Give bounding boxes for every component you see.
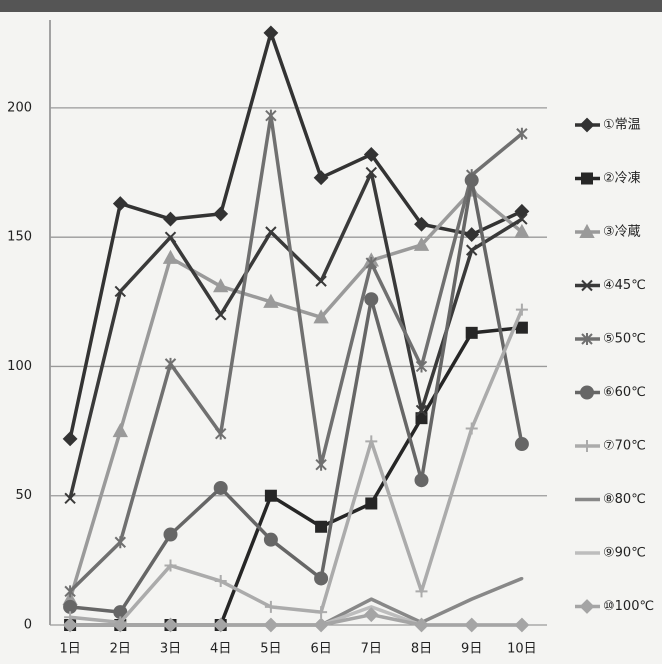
legend-label: ⑥60℃ xyxy=(603,385,646,400)
legend-label: ⑩100℃ xyxy=(603,599,654,614)
marker xyxy=(520,577,523,580)
marker xyxy=(315,572,327,584)
legend-marker xyxy=(582,174,592,184)
marker xyxy=(467,328,477,338)
legend-label: ⑦70℃ xyxy=(603,439,646,454)
marker xyxy=(466,174,478,186)
x-tick-label: 7日 xyxy=(361,642,382,657)
y-tick-label: 0 xyxy=(24,618,32,633)
x-tick-label: 6日 xyxy=(310,642,331,657)
photo-edge xyxy=(0,0,662,12)
legend-label: ⑧80℃ xyxy=(603,492,646,507)
x-tick-label: 10日 xyxy=(507,642,537,657)
marker xyxy=(265,534,277,546)
marker xyxy=(516,438,528,450)
legend-marker xyxy=(581,387,593,399)
marker xyxy=(266,491,276,501)
marker xyxy=(365,293,377,305)
legend-label: ⑤50℃ xyxy=(603,332,646,347)
x-tick-label: 3日 xyxy=(160,642,181,657)
x-tick-label: 1日 xyxy=(59,642,80,657)
marker xyxy=(416,474,428,486)
marker xyxy=(470,598,473,601)
marker xyxy=(165,529,177,541)
x-tick-label: 4日 xyxy=(210,642,231,657)
legend-label: ③冷蔵 xyxy=(603,225,641,240)
y-tick-label: 50 xyxy=(15,488,32,503)
legend-label: ⑨90℃ xyxy=(603,546,646,561)
legend-label: ①常温 xyxy=(603,118,641,133)
x-tick-label: 5日 xyxy=(260,642,281,657)
legend-label: ②冷凍 xyxy=(603,170,641,186)
marker xyxy=(366,498,376,508)
marker xyxy=(316,522,326,532)
marker xyxy=(370,598,373,601)
x-tick-label: 2日 xyxy=(110,642,131,657)
y-tick-label: 200 xyxy=(7,100,32,115)
marker xyxy=(64,601,76,613)
chart: 0 50 100 150 200 1日 2日 3日 4日 5日 6日 7日 8日 9日 10日 ①常温 ②冷凍 ③… xyxy=(0,0,662,664)
legend-label: ④45℃ xyxy=(603,278,646,293)
marker xyxy=(215,482,227,494)
x-tick-label: 8日 xyxy=(411,642,432,657)
marker xyxy=(517,323,527,333)
y-tick-label: 100 xyxy=(7,359,32,374)
x-tick-label: 9日 xyxy=(461,642,482,657)
y-tick-label: 150 xyxy=(7,230,32,245)
